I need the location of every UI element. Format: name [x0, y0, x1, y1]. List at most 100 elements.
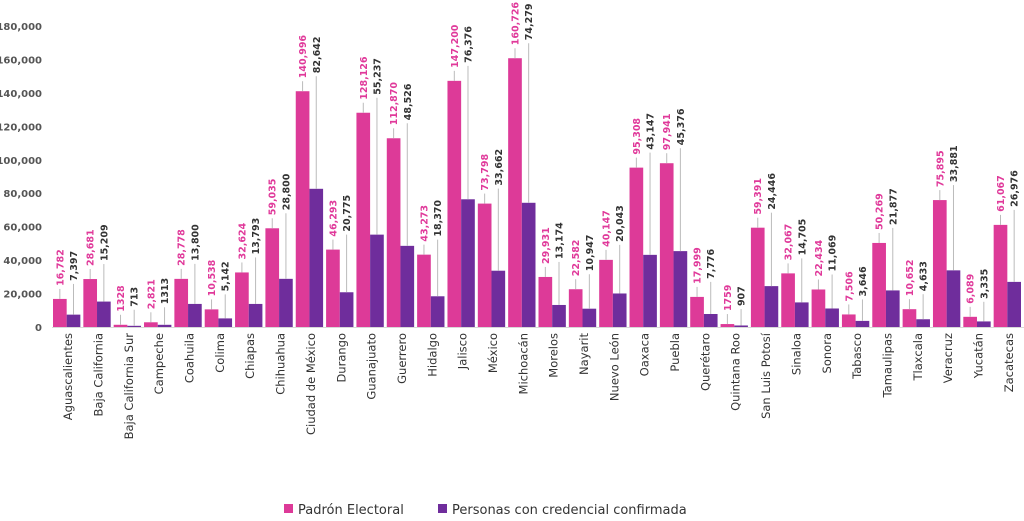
bar-personas — [157, 324, 172, 327]
data-label-personas: 33,662 — [494, 149, 505, 186]
bar-personas — [218, 318, 233, 327]
x-tick-label: Tabasco — [850, 333, 864, 380]
y-tick-label: 40,000 — [3, 256, 42, 267]
x-tick-label: Tamaulipas — [880, 333, 894, 398]
data-label-padron: 59,391 — [753, 178, 764, 215]
data-label-personas: 3,646 — [858, 266, 869, 296]
data-label-personas: 14,705 — [797, 219, 808, 256]
y-tick-label: 100,000 — [0, 156, 42, 167]
y-tick-label: 60,000 — [3, 223, 42, 234]
bar-padron — [295, 91, 310, 327]
data-label-padron: 46,293 — [328, 200, 339, 237]
data-label-personas: 74,279 — [524, 4, 535, 41]
bar-padron — [356, 112, 371, 327]
bar-personas — [703, 313, 718, 327]
bar-padron — [993, 224, 1008, 327]
bar-padron — [568, 289, 583, 327]
data-label-padron: 2,821 — [146, 279, 157, 309]
bar-padron — [659, 163, 674, 327]
data-label-padron: 1759 — [723, 285, 734, 311]
y-tick-label: 0 — [35, 323, 42, 334]
bar-padron — [690, 296, 704, 327]
data-label-padron: 28,681 — [86, 229, 97, 266]
data-label-padron: 32,067 — [784, 224, 795, 261]
data-label-padron: 28,778 — [177, 229, 188, 266]
y-tick-label: 160,000 — [0, 55, 42, 66]
bar-personas — [279, 278, 293, 327]
data-label-personas: 13,793 — [251, 218, 262, 255]
x-tick-label: Puebla — [668, 333, 682, 372]
data-label-padron: 10,652 — [905, 260, 916, 297]
data-label-padron: 61,067 — [996, 175, 1007, 212]
y-tick-label: 80,000 — [3, 189, 42, 200]
x-tick-label: México — [486, 333, 500, 373]
data-label-personas: 24,446 — [767, 173, 778, 210]
bar-padron — [750, 227, 765, 327]
bar-personas — [430, 296, 445, 327]
bar-personas — [1007, 281, 1021, 327]
data-label-padron: 43,273 — [419, 205, 430, 242]
x-tick-label: Oaxaca — [638, 333, 652, 376]
x-tick-label: Zacatecas — [1002, 333, 1016, 392]
bar-personas — [885, 290, 900, 327]
bar-padron — [265, 228, 280, 327]
y-tick-label: 20,000 — [3, 290, 42, 301]
data-label-padron: 29,931 — [541, 227, 552, 264]
bar-padron — [417, 254, 431, 327]
data-label-personas: 713 — [130, 287, 141, 307]
x-tick-label: Ciudad de México — [304, 333, 318, 435]
bar-padron — [902, 309, 917, 327]
data-label-personas: 13,174 — [555, 222, 566, 259]
data-label-personas: 4,633 — [919, 261, 930, 291]
data-label-padron: 160,726 — [510, 2, 521, 46]
data-label-personas: 11,069 — [828, 235, 839, 272]
data-label-personas: 26,976 — [1010, 170, 1021, 207]
bar-personas — [612, 293, 627, 327]
data-label-personas: 43,147 — [646, 113, 657, 150]
y-tick-label: 120,000 — [0, 122, 42, 133]
data-label-personas: 76,376 — [463, 26, 474, 63]
data-label-personas: 82,642 — [312, 37, 323, 74]
x-tick-label: Chiapas — [243, 333, 257, 379]
x-tick-label: Veracruz — [941, 333, 955, 383]
data-label-padron: 147,200 — [450, 24, 461, 68]
x-tick-label: Michoacán — [516, 333, 530, 394]
bar-padron — [932, 200, 947, 327]
x-tick-label: Durango — [334, 333, 348, 383]
bar-personas — [976, 321, 991, 327]
bar-padron — [235, 272, 249, 327]
legend: Padrón Electoral Personas con credencial… — [284, 503, 687, 518]
bar-padron — [538, 276, 553, 327]
bar-padron — [326, 249, 340, 327]
bar-padron — [811, 289, 826, 327]
x-tick-label: Hidalgo — [425, 333, 439, 377]
data-label-personas: 33,881 — [949, 145, 960, 182]
data-label-padron: 73,798 — [480, 154, 491, 191]
x-tick-label: Sinaloa — [789, 333, 803, 375]
x-axis-labels: Aguascalientes Baja California Baja Califo… — [61, 332, 1016, 439]
bar-padron — [144, 322, 158, 327]
legend-swatch-padron — [284, 504, 293, 513]
bar-personas — [916, 319, 930, 327]
bar-personas — [339, 292, 354, 327]
data-label-padron: 22,582 — [571, 240, 582, 277]
data-label-personas: 48,526 — [403, 83, 414, 120]
data-label-personas: 21,877 — [888, 188, 899, 225]
data-label-personas: 1313 — [160, 278, 171, 304]
bar-personas — [552, 304, 566, 327]
bar-padron — [447, 80, 462, 327]
bar-padron — [204, 309, 219, 327]
y-axis: 0 20,000 40,000 60,000 80,000 100,000 120,000 1… — [0, 22, 42, 334]
bar-personas — [127, 325, 142, 327]
data-label-personas: 55,237 — [372, 58, 383, 95]
bar-padron — [113, 324, 128, 327]
bar-padron — [720, 324, 735, 327]
bar-personas — [309, 188, 324, 327]
bar-padron — [841, 314, 856, 327]
bar-padron — [477, 203, 492, 327]
data-label-padron: 140,996 — [298, 35, 309, 79]
bar-personas — [461, 199, 475, 327]
x-tick-label: Guerrero — [395, 333, 409, 384]
data-label-personas: 28,800 — [281, 173, 292, 210]
